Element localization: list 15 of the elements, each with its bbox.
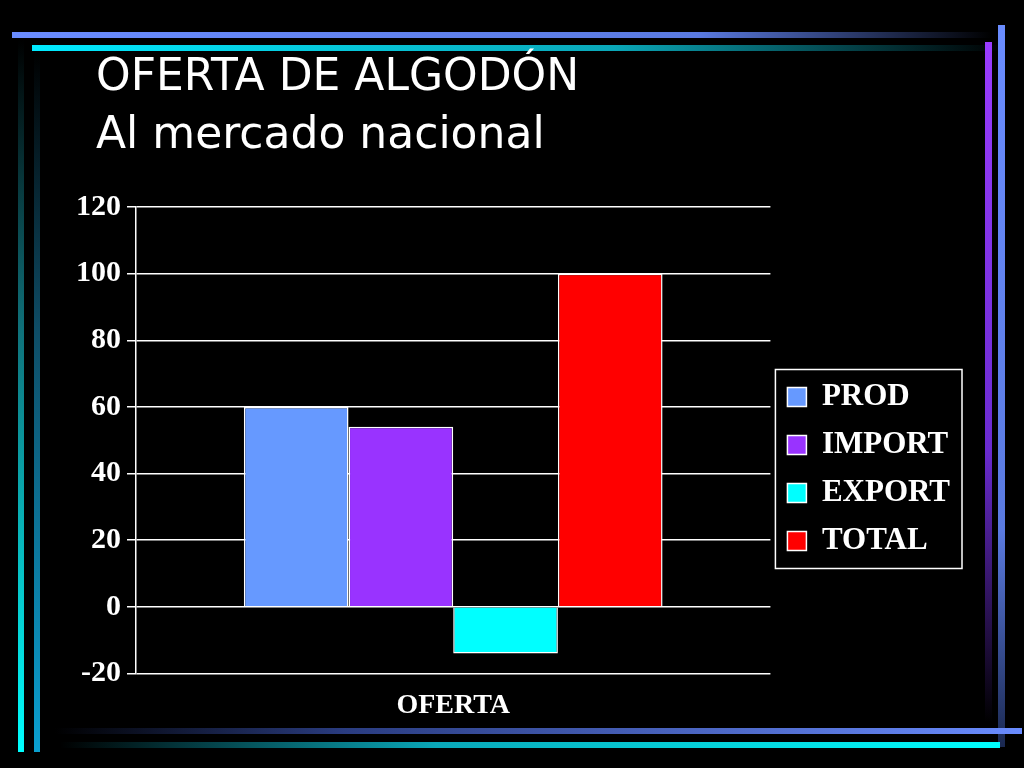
chart-title: OFERTA DE ALGODÓN xyxy=(96,47,580,102)
y-tick-label: 120 xyxy=(76,187,121,221)
y-tick-label: -20 xyxy=(81,654,121,688)
y-tick-label: 0 xyxy=(106,587,121,621)
legend-label: PROD xyxy=(821,377,910,413)
legend-label: TOTAL xyxy=(821,521,928,557)
y-tick-label: 100 xyxy=(76,254,121,288)
legend-label: IMPORT xyxy=(821,425,949,461)
chart-subtitle: Al mercado nacional xyxy=(96,106,546,160)
y-tick-label: 20 xyxy=(91,520,121,554)
y-tick-label: 40 xyxy=(91,454,121,488)
y-tick-label: 80 xyxy=(91,321,121,355)
y-tick-label: 60 xyxy=(91,387,121,421)
legend-label: EXPORT xyxy=(821,473,951,509)
x-tick-label: OFERTA xyxy=(396,688,511,720)
